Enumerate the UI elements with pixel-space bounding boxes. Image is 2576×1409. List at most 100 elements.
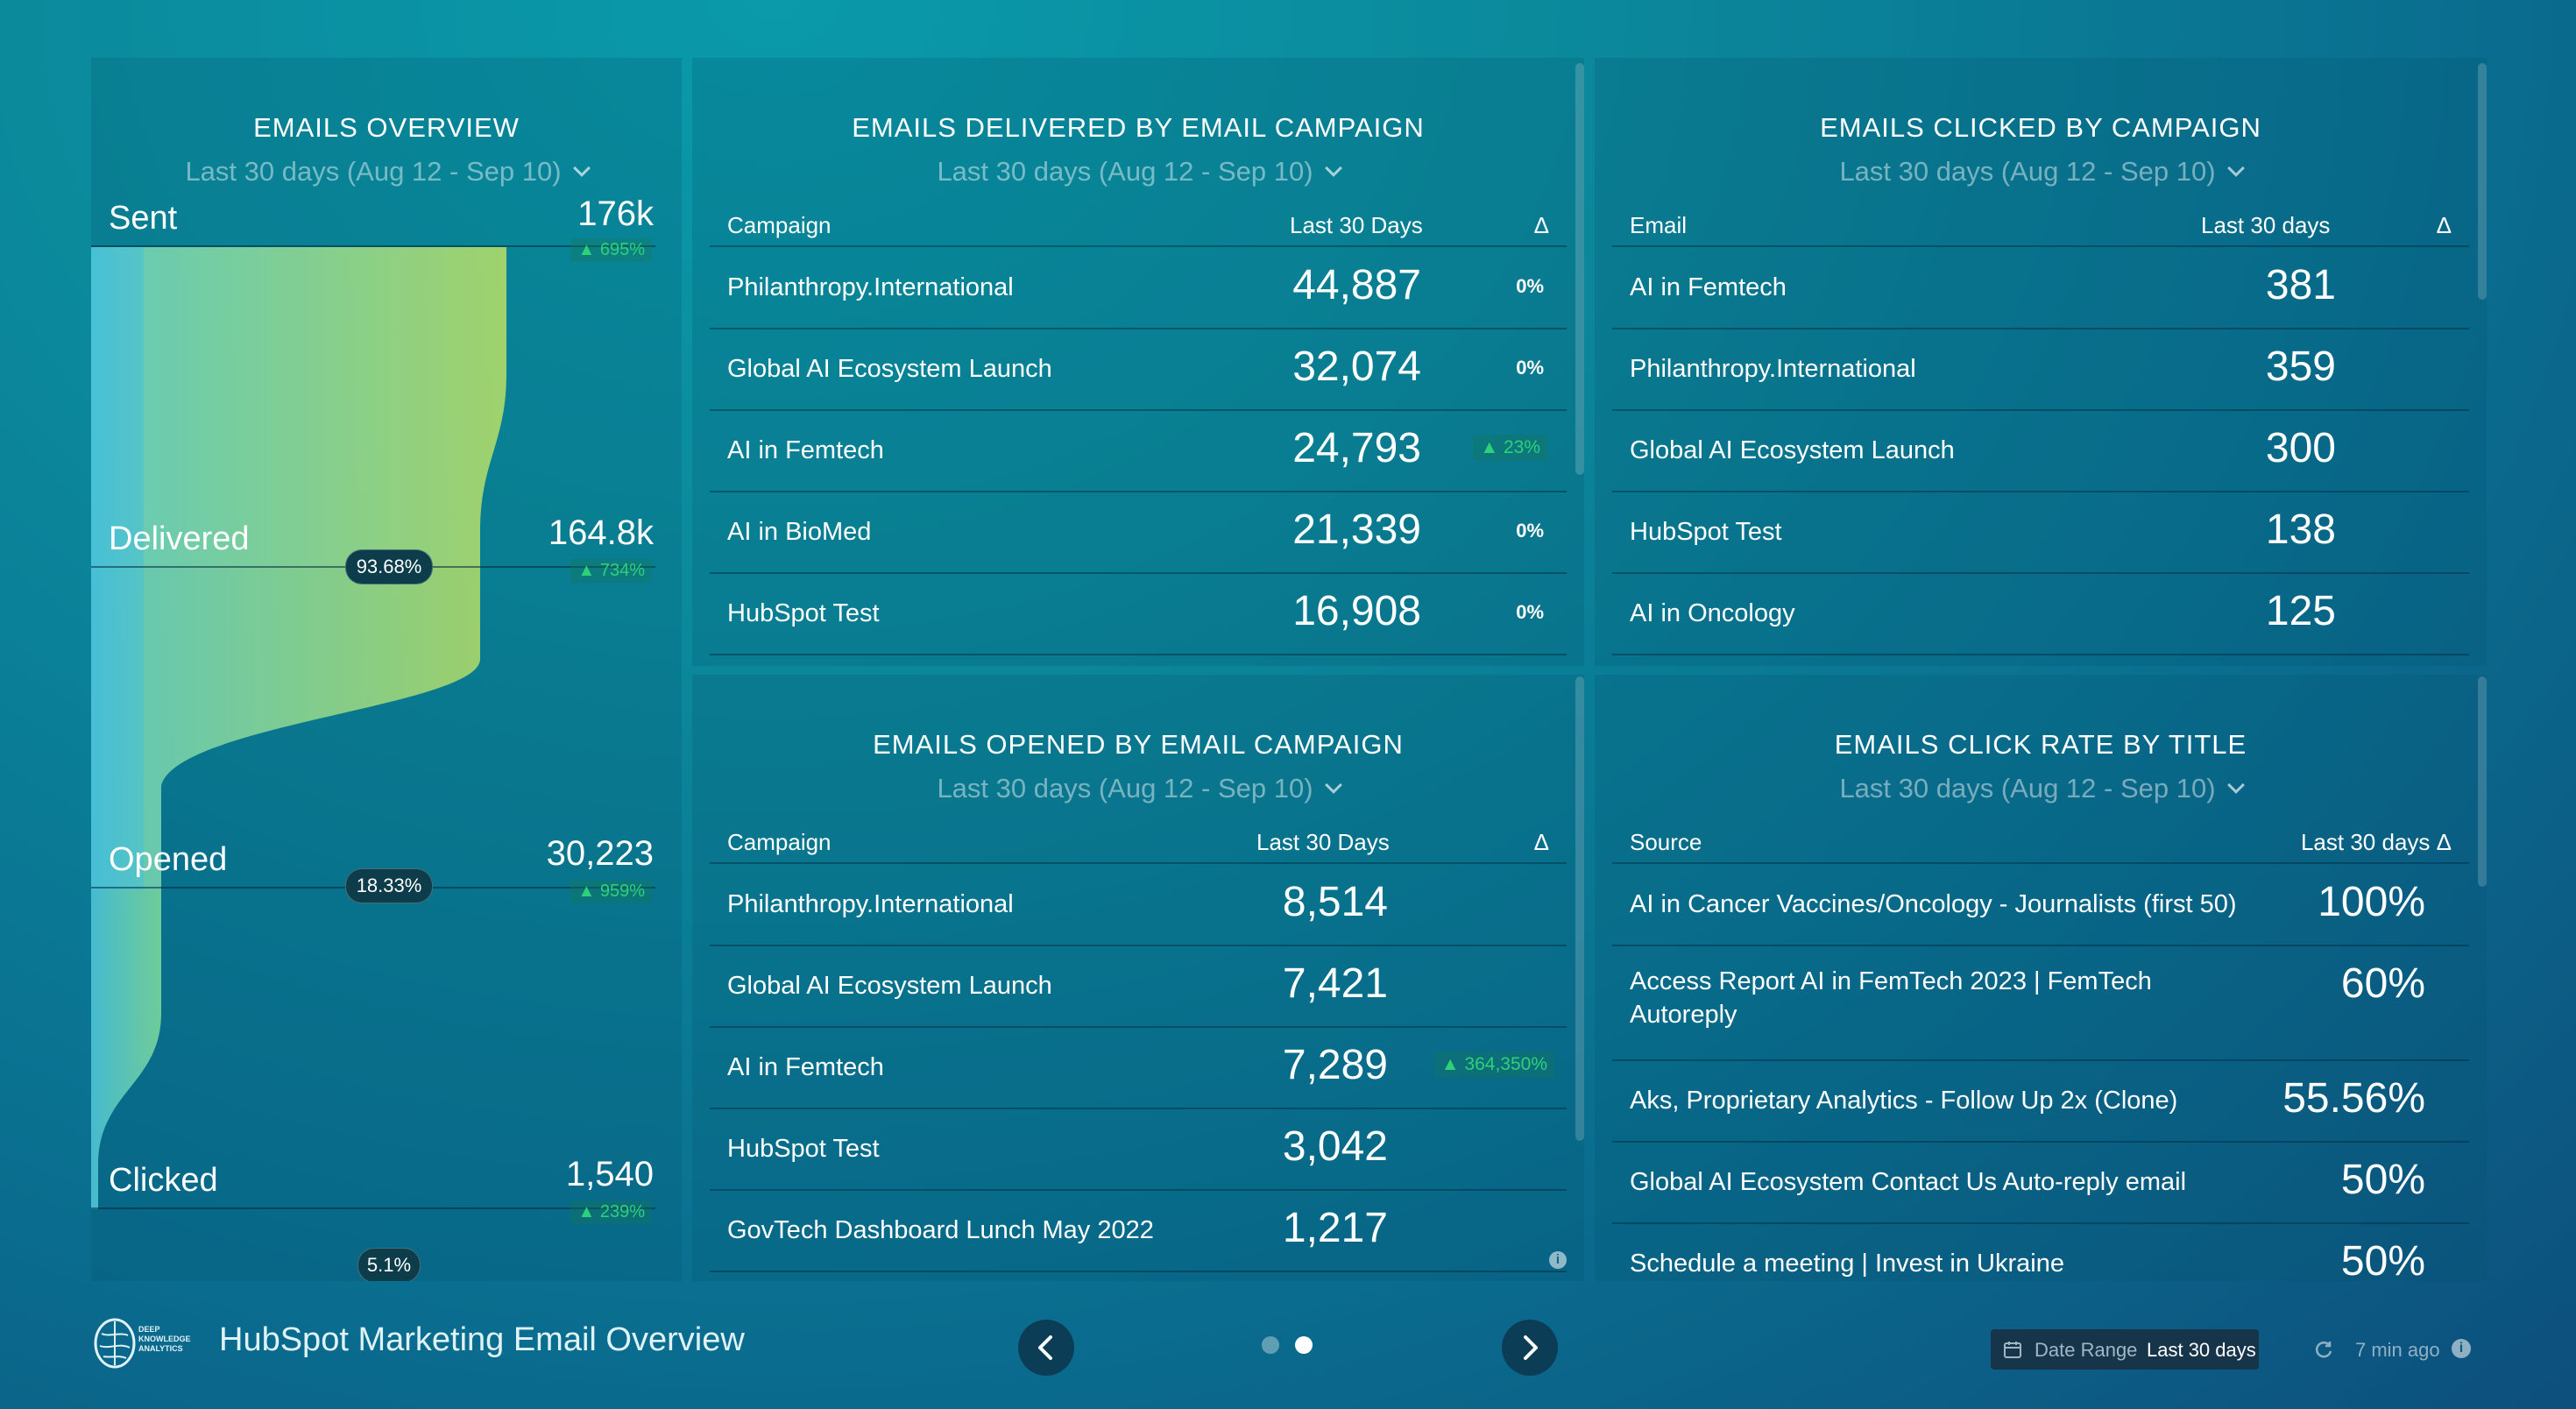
date-range-dropdown[interactable]: Last 30 days (Aug 12 - Sep 10) xyxy=(1595,773,2487,804)
stage-value-clicked: 1,540 xyxy=(565,1155,654,1193)
delta-chip: ▲ 23% xyxy=(1473,435,1547,461)
table-row: HubSpot Test 3,042 xyxy=(710,1108,1567,1191)
table-header: Campaign Last 30 Days Δ xyxy=(710,207,1567,247)
column-header-source[interactable]: Source xyxy=(1630,829,1702,855)
delivered-count: 44,887 xyxy=(1292,262,1421,308)
click-rate: 50% xyxy=(2340,1238,2425,1281)
calendar-icon xyxy=(2004,1342,2021,1358)
conversion-pill-opened: 18.33% xyxy=(345,868,433,903)
refresh-icon xyxy=(2315,1342,2332,1358)
column-header-last-30-days[interactable]: Last 30 Days xyxy=(1256,829,1390,855)
table-row: Philanthropy.International 44,887 0% xyxy=(710,247,1567,329)
page-indicator-1[interactable] xyxy=(1262,1336,1279,1354)
logo-line: KNOWLEDGE xyxy=(138,1335,191,1343)
table-row: Global AI Ecosystem Launch 7,421 xyxy=(710,945,1567,1028)
info-icon[interactable]: i xyxy=(2452,1339,2471,1358)
conversion-pill-clicked: 5.1% xyxy=(357,1248,421,1281)
email-title: Global AI Ecosystem Contact Us Auto-repl… xyxy=(1630,1168,2187,1196)
scrollbar[interactable] xyxy=(2478,676,2487,887)
email-title: Schedule a meeting | Invest in Ukraine xyxy=(1630,1250,2064,1278)
chevron-down-icon xyxy=(1324,159,1342,177)
funnel-edge xyxy=(91,247,144,890)
table-row: Philanthropy.International 359 xyxy=(1612,329,2469,411)
email-name: Global AI Ecosystem Launch xyxy=(1630,436,1955,464)
logo-text: DEEP KNOWLEDGE ANALYTICS xyxy=(138,1325,191,1354)
chevron-right-icon xyxy=(1524,1335,1538,1360)
table-row: Global AI Ecosystem Contact Us Auto-repl… xyxy=(1612,1142,2469,1224)
column-header-email[interactable]: Email xyxy=(1630,212,1688,238)
chevron-down-icon xyxy=(1324,776,1342,794)
column-header-last-30-days[interactable]: Last 30 days xyxy=(2201,212,2331,238)
date-range-label: Last 30 days (Aug 12 - Sep 10) xyxy=(937,773,1313,804)
delta-value: 0% xyxy=(1516,520,1544,542)
stage-delta-opened: ▲ 959% xyxy=(570,880,652,903)
table-header: Email Last 30 days Δ xyxy=(1612,207,2469,247)
table-row: AI in Femtech 24,793 ▲ 23% xyxy=(710,410,1567,492)
email-name: HubSpot Test xyxy=(1630,518,1782,546)
panel-title: EMAILS CLICKED BY CAMPAIGN xyxy=(1820,112,2261,143)
email-name: AI in Oncology xyxy=(1630,599,1795,627)
stage-label-opened: Opened xyxy=(109,841,228,878)
info-icon[interactable]: i xyxy=(1549,1251,1567,1269)
scrollbar[interactable] xyxy=(1575,63,1584,475)
stage-value-sent: 176k xyxy=(577,195,654,233)
column-header-last-30-days[interactable]: Last 30 Days xyxy=(1290,212,1423,238)
conversion-pill-delivered: 93.68% xyxy=(345,549,433,584)
previous-page-button[interactable] xyxy=(1018,1320,1074,1376)
campaign-name: GovTech Dashboard Lunch May 2022 xyxy=(727,1216,1154,1244)
stage-label-delivered: Delivered xyxy=(109,520,250,557)
column-header-campaign[interactable]: Campaign xyxy=(727,212,832,238)
scrollbar[interactable] xyxy=(2478,63,2487,300)
stage-line-clicked xyxy=(91,1207,655,1209)
delivered-count: 24,793 xyxy=(1292,425,1421,471)
panel-title: EMAILS OPENED BY EMAIL CAMPAIGN xyxy=(873,729,1404,760)
page-indicator-2-active[interactable] xyxy=(1295,1336,1313,1354)
date-range-dropdown[interactable]: Last 30 days (Aug 12 - Sep 10) xyxy=(692,156,1584,188)
click-count: 138 xyxy=(2265,506,2336,553)
email-name: AI in Femtech xyxy=(1630,273,1787,301)
column-header-delta[interactable]: Δ xyxy=(1533,212,1549,238)
panel-title: EMAILS CLICK RATE BY TITLE xyxy=(1834,729,2247,760)
click-count: 125 xyxy=(2265,588,2336,634)
open-count: 8,514 xyxy=(1282,879,1388,925)
panel-title: EMAILS DELIVERED BY EMAIL CAMPAIGN xyxy=(852,112,1425,143)
table-row: AI in Femtech 7,289 ▲ 364,350% xyxy=(710,1027,1567,1109)
open-count: 7,421 xyxy=(1282,960,1388,1007)
date-range-dropdown[interactable]: Last 30 days (Aug 12 - Sep 10) xyxy=(692,773,1584,804)
stage-value-delivered: 164.8k xyxy=(548,513,654,552)
table-row: HubSpot Test 16,908 0% xyxy=(710,573,1567,655)
campaign-name: AI in Femtech xyxy=(727,1053,884,1081)
date-range-caption: Date Range xyxy=(2035,1339,2138,1361)
stage-value-opened: 30,223 xyxy=(546,834,654,873)
emails-click-rate-panel: EMAILS CLICK RATE BY TITLE Last 30 days … xyxy=(1595,675,2487,1281)
date-range-value: Last 30 days xyxy=(2147,1339,2256,1361)
delta-value: 0% xyxy=(1516,275,1544,297)
campaign-name: Philanthropy.International xyxy=(727,273,1014,301)
stage-delta-clicked: ▲ 239% xyxy=(570,1200,652,1224)
campaign-name: HubSpot Test xyxy=(727,599,880,627)
table-row: Access Report AI in FemTech 2023 | FemTe… xyxy=(1612,945,2469,1061)
date-range-selector[interactable]: Date Range Last 30 days xyxy=(1991,1329,2259,1370)
table-row: Philanthropy.International 8,514 xyxy=(710,864,1567,946)
column-header-last-30-days[interactable]: Last 30 days Δ xyxy=(2300,829,2452,855)
date-range-dropdown[interactable]: Last 30 days (Aug 12 - Sep 10) xyxy=(91,156,682,188)
table-row: AI in Femtech 381 xyxy=(1612,247,2469,329)
last-updated: 7 min ago xyxy=(2355,1339,2440,1361)
column-header-campaign[interactable]: Campaign xyxy=(727,829,832,855)
chevron-down-icon xyxy=(2226,776,2245,794)
click-rate: 50% xyxy=(2340,1157,2425,1203)
next-page-button[interactable] xyxy=(1502,1320,1558,1376)
emails-delivered-panel: EMAILS DELIVERED BY EMAIL CAMPAIGN Last … xyxy=(692,58,1584,666)
emails-overview-panel: EMAILS OVERVIEW Last 30 days (Aug 12 - S… xyxy=(91,58,682,1281)
table-row: Aks, Proprietary Analytics - Follow Up 2… xyxy=(1612,1060,2469,1143)
column-header-delta[interactable]: Δ xyxy=(2436,212,2452,238)
date-range-dropdown[interactable]: Last 30 days (Aug 12 - Sep 10) xyxy=(1595,156,2487,188)
scrollbar[interactable] xyxy=(1575,676,1584,1141)
table-row: Global AI Ecosystem Launch 300 xyxy=(1612,410,2469,492)
column-header-delta[interactable]: Δ xyxy=(1533,829,1549,855)
campaign-name: AI in Femtech xyxy=(727,436,884,464)
email-title-line-1: Access Report AI in FemTech 2023 | FemTe… xyxy=(1630,967,2152,995)
panel-title: EMAILS OVERVIEW xyxy=(253,112,520,143)
date-range-label: Last 30 days (Aug 12 - Sep 10) xyxy=(937,156,1313,187)
open-count: 1,217 xyxy=(1282,1205,1388,1251)
